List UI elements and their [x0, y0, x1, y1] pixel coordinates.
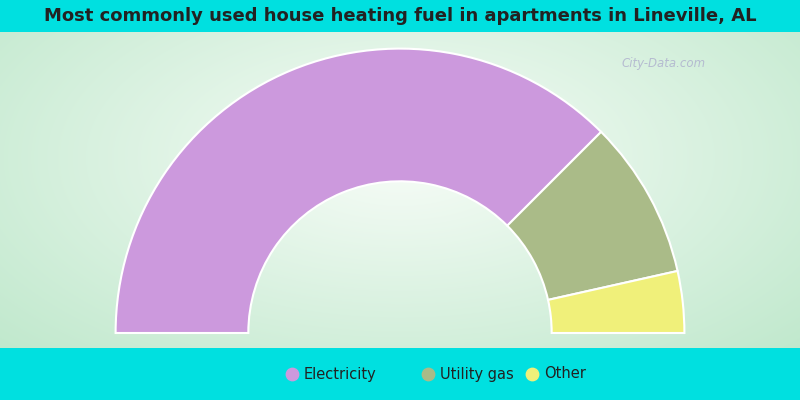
Point: [526, 371, 538, 377]
Text: City-Data.com: City-Data.com: [622, 58, 706, 70]
Bar: [0, 0, 800, 32]
Text: Utility gas: Utility gas: [440, 366, 514, 382]
Wedge shape: [507, 132, 678, 300]
Wedge shape: [115, 49, 601, 333]
Bar: [0, 348, 800, 400]
Text: Electricity: Electricity: [304, 366, 377, 382]
Point: [286, 371, 298, 377]
Point: [422, 371, 434, 377]
Text: Other: Other: [544, 366, 586, 382]
Wedge shape: [548, 271, 685, 333]
Text: Most commonly used house heating fuel in apartments in Lineville, AL: Most commonly used house heating fuel in…: [44, 7, 756, 25]
